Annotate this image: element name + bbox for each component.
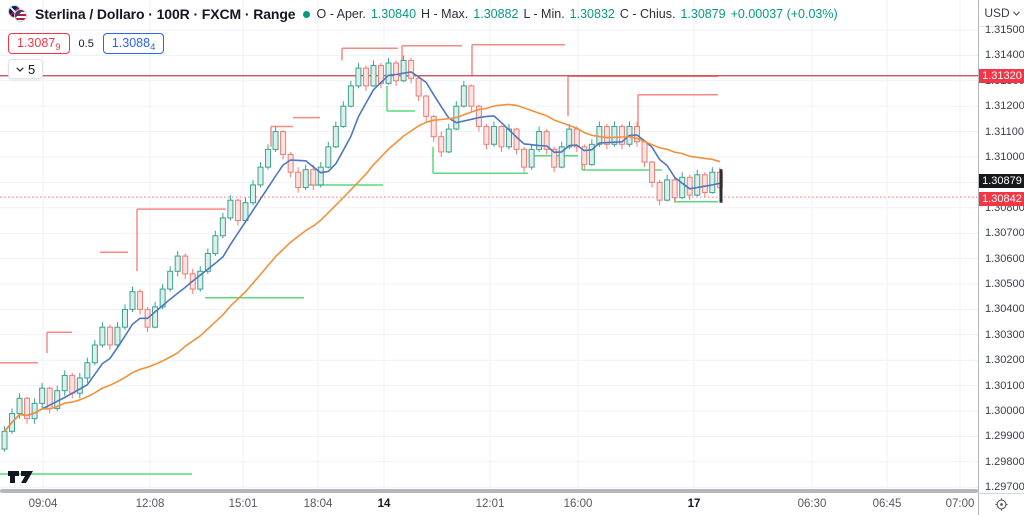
time-tick-label: 18:04 [303, 498, 333, 510]
price-tick-label: 1.31200 [985, 100, 1024, 113]
buy-button[interactable]: 1.3088 4 [102, 33, 165, 54]
sell-button[interactable]: 1.3087 9 [8, 33, 70, 54]
time-tick-label: 15:01 [228, 498, 258, 510]
high-label: H - Max. [421, 7, 469, 21]
time-tick-label: 12:08 [135, 498, 165, 510]
time-tick-label: 07:00 [945, 498, 975, 510]
bars-count-dropdown[interactable]: 5 [8, 59, 44, 79]
pane-separator[interactable] [0, 489, 978, 493]
axis-currency-dropdown[interactable]: USD [979, 0, 1024, 27]
symbol-title[interactable]: Sterlina / Dollaro · 100R · FXCM · Range [35, 6, 296, 22]
symbol-legend[interactable]: Sterlina / Dollaro · 100R · FXCM · Range… [8, 5, 838, 23]
price-tick-label: 1.31100 [985, 125, 1024, 138]
low-value: 1.30832 [569, 7, 615, 21]
price-tick-label: 1.30400 [985, 303, 1024, 316]
spread-value: 0.5 [78, 37, 94, 50]
trade-panel: 1.3087 9 0.5 1.3088 4 [8, 33, 165, 54]
time-tick-label: 06:30 [797, 498, 827, 510]
time-tick-label: 14 [377, 498, 391, 510]
price-tick-label: 1.29800 [985, 455, 1024, 468]
price-tick-label: 1.31500 [985, 24, 1024, 36]
price-tick-label: 1.30100 [985, 379, 1024, 392]
open-label: O - Aper. [316, 7, 366, 21]
price-tick-label: 1.30300 [985, 328, 1024, 341]
open-value: 1.30840 [370, 7, 417, 21]
time-tick-label: 16:00 [563, 498, 593, 510]
chevron-down-icon [1012, 10, 1020, 16]
bars-count-label: 5 [28, 61, 36, 77]
tradingview-logo[interactable] [8, 468, 36, 485]
gbpusd-flags-icon [8, 5, 28, 23]
chevron-down-icon [16, 66, 24, 72]
high-value: 1.30882 [473, 7, 519, 21]
price-tick-label: 1.30500 [985, 278, 1024, 290]
price-tick-label: 1.29700 [985, 481, 1024, 494]
price-tick-label: 1.30000 [985, 405, 1024, 417]
market-status-dot[interactable] [302, 10, 310, 18]
change-value: +0.00037 (+0.03%) [730, 7, 838, 21]
time-axis[interactable]: 09:04 12:08 15:01 18:04 14 12:01 16:00 17 06:30 0… [0, 493, 978, 515]
axis-settings-corner[interactable] [978, 493, 1024, 515]
time-tick-label: 12:01 [475, 498, 505, 510]
price-tick-label: 1.29900 [985, 430, 1024, 443]
ohlc-values: O - Aper. 1.30840 H - Max. 1.30882 L - Min… [317, 7, 838, 21]
time-tick-label: 09:04 [28, 498, 58, 510]
price-tick-label: 1.30700 [985, 227, 1024, 240]
close-value: 1.30879 [680, 7, 726, 21]
low-label: L - Min. [523, 7, 565, 21]
price-tick-label: 1.30200 [985, 354, 1024, 367]
price-tick-label: 1.31400 [985, 49, 1024, 62]
price-axis[interactable]: USD 1.315001.314001.313001.312001.311001… [978, 0, 1024, 493]
candlestick-chart[interactable] [0, 0, 978, 493]
price-tick-label: 1.31000 [985, 151, 1024, 163]
price-badge: 1.30879 [979, 173, 1024, 188]
price-tick-label: 1.30600 [985, 252, 1024, 265]
time-tick-label: 17 [687, 498, 701, 510]
price-badge: 1.31320 [979, 68, 1024, 83]
currency-label: USD [984, 6, 1010, 20]
time-tick-label: 06:45 [872, 498, 902, 510]
close-label: C - Chius. [619, 7, 676, 21]
gear-icon [995, 498, 1008, 511]
price-badge: 1.30842 [979, 192, 1024, 207]
